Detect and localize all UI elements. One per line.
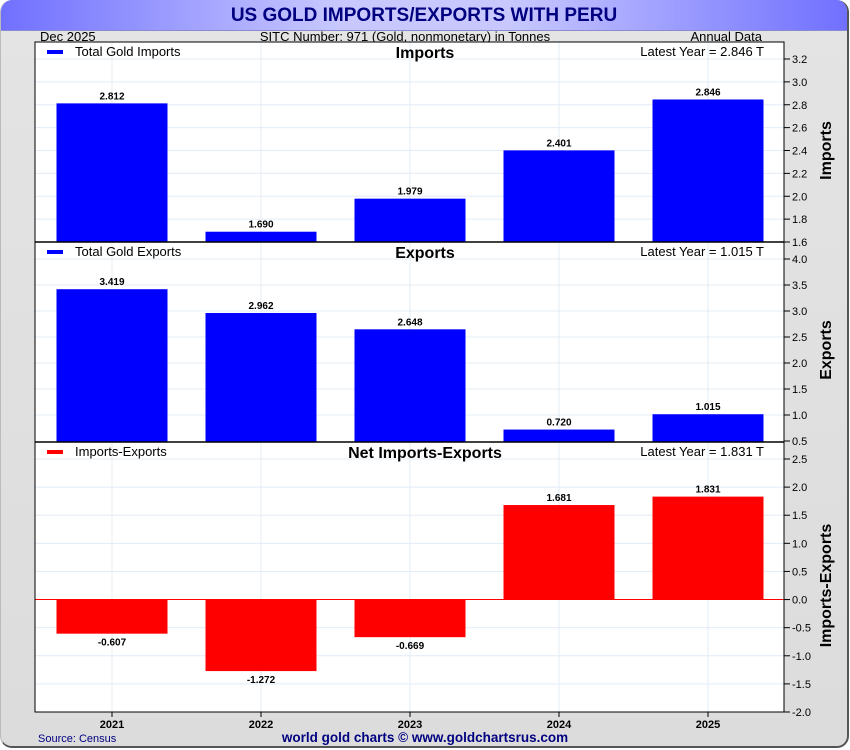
data-label: -0.607	[98, 638, 127, 649]
x-tick-label: 2022	[249, 719, 273, 731]
x-tick-label: 2023	[398, 719, 422, 731]
panel-title: Net Imports-Exports	[348, 445, 502, 462]
y-axis-title: Imports-Exports	[818, 524, 835, 648]
y-tick-label: -2.0	[792, 707, 811, 719]
y-tick-label: 2.5	[792, 454, 807, 466]
y-tick-label: 1.0	[792, 410, 807, 422]
data-label: -1.272	[247, 675, 276, 686]
data-label: -0.669	[396, 641, 425, 652]
y-tick-label: 2.0	[792, 482, 807, 494]
y-tick-label: 2.2	[792, 168, 807, 180]
bar-2022	[205, 231, 317, 242]
y-tick-label: -1.5	[792, 679, 811, 691]
x-tick-label: 2021	[100, 719, 124, 731]
date-label: Dec 2025	[40, 29, 96, 44]
y-axis-title: Imports	[818, 121, 835, 180]
y-tick-label: 3.2	[792, 54, 807, 66]
y-tick-label: 4.0	[792, 254, 807, 266]
y-tick-label: 3.5	[792, 280, 807, 292]
legend-label: Total Gold Exports	[75, 244, 182, 259]
x-tick-label: 2025	[696, 719, 720, 731]
bar-2021	[56, 289, 168, 442]
latest-year-label: Latest Year = 2.846 T	[640, 44, 764, 59]
panel-title: Exports	[395, 245, 455, 262]
legend-swatch	[47, 50, 63, 54]
data-label: 2.401	[546, 138, 571, 149]
y-axis-title: Exports	[818, 320, 835, 380]
data-label: 1.979	[397, 187, 422, 198]
panel-net: -2.0 -1.5 -1.0 -0.5 0.0 0.5 1.0 1.5 2.0 2.5 -0.607…	[35, 442, 835, 719]
data-label: 0.720	[546, 418, 571, 429]
y-tick-label: 1.5	[792, 510, 807, 522]
bar-2021	[56, 103, 168, 242]
data-label: 1.681	[546, 493, 571, 504]
panel-title: Imports	[396, 45, 455, 62]
bar-2022	[205, 599, 317, 672]
y-tick-label: 1.0	[792, 538, 807, 550]
bar-2023	[354, 198, 466, 242]
bar-2025	[652, 414, 764, 442]
y-tick-label: 1.8	[792, 214, 807, 226]
panel-imports: 1.6 1.8 2.0 2.2 2.4 2.6 2.8 3.0 3.2 2.812 1.690 1.9…	[35, 42, 835, 249]
y-tick-label: -0.5	[792, 623, 811, 635]
source-label: Source: Census	[38, 733, 117, 745]
panel-exports: 0.5 1.0 1.5 2.0 2.5 3.0 3.5 4.0 3.419 2.962 2.648 0…	[35, 242, 835, 448]
legend-label: Imports-Exports	[75, 444, 167, 459]
y-tick-label: 2.0	[792, 191, 807, 203]
data-label: 2.812	[99, 91, 124, 102]
y-tick-label: 2.4	[792, 146, 807, 158]
bar-2024	[503, 150, 615, 242]
data-label: 1.015	[695, 402, 720, 413]
data-label: 2.846	[695, 87, 720, 98]
latest-year-label: Latest Year = 1.015 T	[640, 244, 764, 259]
credit-label: world gold charts © www.goldchartsrus.co…	[281, 730, 569, 745]
bar-2022	[205, 312, 317, 442]
y-tick-label: 0.5	[792, 566, 807, 578]
data-label: 2.962	[248, 301, 273, 312]
chart-title: US GOLD IMPORTS/EXPORTS WITH PERU	[230, 5, 618, 26]
legend-label: Total Gold Imports	[75, 44, 181, 59]
y-tick-label: 1.6	[792, 237, 807, 249]
latest-year-label: Latest Year = 1.831 T	[640, 444, 764, 459]
data-label: 3.419	[99, 277, 124, 288]
y-tick-label: 2.0	[792, 358, 807, 370]
data-label: 2.648	[397, 317, 422, 328]
y-tick-label: 3.0	[792, 306, 807, 318]
y-tick-label: 0.0	[792, 595, 807, 607]
y-tick-label: 1.5	[792, 384, 807, 396]
data-label: 1.831	[695, 485, 720, 496]
y-tick-label: 0.5	[792, 436, 807, 448]
bar-2023	[354, 329, 466, 442]
subtitle: SITC Number: 971 (Gold, nonmonetary) in …	[259, 29, 551, 44]
bar-2021	[56, 599, 168, 634]
bar-2025	[652, 99, 764, 243]
bar-2024	[503, 429, 615, 442]
y-tick-label: 2.6	[792, 123, 807, 135]
bar-2024	[503, 505, 615, 600]
y-tick-label: 3.0	[792, 77, 807, 89]
bar-2025	[652, 496, 764, 600]
x-tick-label: 2024	[547, 719, 572, 731]
y-tick-label: 2.5	[792, 332, 807, 344]
y-tick-label: 2.8	[792, 100, 807, 112]
data-label: 1.690	[248, 220, 273, 231]
legend-swatch	[47, 450, 63, 454]
legend-swatch	[47, 250, 63, 254]
frequency-label: Annual Data	[690, 29, 762, 44]
title-bar: US GOLD IMPORTS/EXPORTS WITH PERU	[1, 0, 847, 31]
y-tick-label: -1.0	[792, 651, 811, 663]
bar-2023	[354, 599, 466, 638]
